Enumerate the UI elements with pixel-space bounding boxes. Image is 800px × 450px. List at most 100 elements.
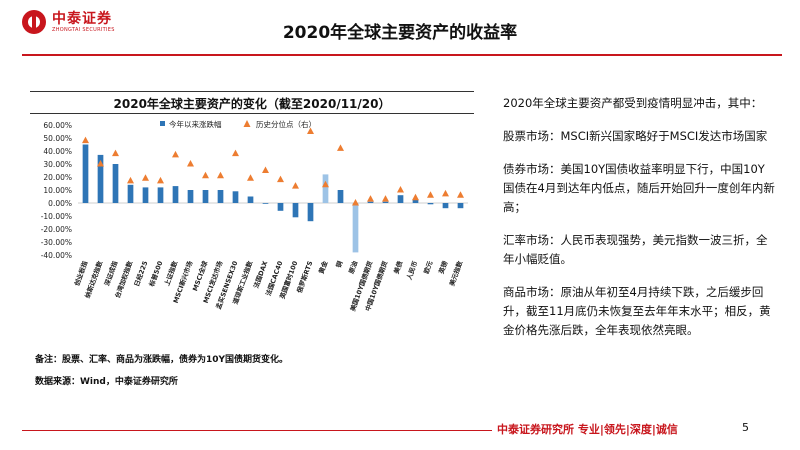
commentary-paragraph: 商品市场：原油从年初至4月持续下跌，之后缓步回升，截至11月底仍未恢复至去年年末… <box>503 285 771 337</box>
legend-point-label: 历史分位点（右） <box>256 119 316 129</box>
bar <box>442 203 449 209</box>
bar <box>292 203 299 218</box>
x-tick-label: 欧元 <box>421 259 434 275</box>
chart-source: 数据来源：Wind，中泰证券研究所 <box>35 377 178 387</box>
y-tick-label: 40.00% <box>43 147 72 156</box>
point-marker <box>277 175 284 183</box>
x-tick-label: 英镑 <box>436 259 449 276</box>
y-tick-label: -30.00% <box>41 238 72 247</box>
y-tick-label: -40.00% <box>41 251 72 260</box>
commentary-paragraph: 2020年全球主要资产都受到疫情明显冲击，其中： <box>503 96 763 110</box>
point-marker <box>322 180 329 188</box>
logo-mark-icon <box>22 10 46 34</box>
point-marker <box>337 144 344 151</box>
legend-bar-swatch <box>160 121 165 126</box>
page-title: 2020年全球主要资产的收益率 <box>282 23 518 43</box>
bar <box>97 154 104 203</box>
x-tick-label: 上证指数 <box>162 259 180 287</box>
bar <box>352 203 359 253</box>
footer-divider <box>22 430 492 431</box>
point-marker <box>157 176 164 184</box>
y-tick-label: 0.00% <box>48 199 72 208</box>
chart-note: 备注：股票、汇率、商品为涨跌幅，债券为10Y国债期货变化。 <box>35 355 289 365</box>
bar <box>217 190 224 203</box>
bar <box>307 203 314 222</box>
point-marker <box>382 195 389 202</box>
bar <box>457 203 464 209</box>
bar <box>232 191 239 203</box>
chart-title: 2020年全球主要资产的变化（截至2020/11/20） <box>113 97 391 111</box>
brand-name-cn: 中泰证券 <box>52 10 112 27</box>
commentary-paragraph: 股票市场：MSCI新兴国家略好于MSCI发达市场国家 <box>503 129 768 143</box>
point-marker <box>112 149 119 157</box>
bar <box>202 190 209 203</box>
footer-brand: 中泰证券研究所 专业|领先|深度|诚信 <box>497 423 678 436</box>
point-marker <box>352 199 359 206</box>
point-marker <box>262 166 269 173</box>
bar <box>112 164 119 203</box>
bar <box>367 201 374 203</box>
point-marker <box>97 160 104 167</box>
x-tick-label: 美债 <box>391 259 404 275</box>
point-marker <box>202 171 209 179</box>
x-tick-label: 人民币 <box>404 259 419 281</box>
commentary-paragraph: 债券市场：美国10Y国债收益率明显下行，中国10Y国债在4月到达年内低点，随后开… <box>503 162 775 214</box>
bar <box>337 190 344 203</box>
y-tick-label: 10.00% <box>43 186 72 195</box>
bar <box>382 201 389 203</box>
y-tick-label: 20.00% <box>43 173 72 182</box>
page-number: 5 <box>742 421 749 434</box>
point-marker <box>127 176 134 184</box>
point-marker <box>442 189 449 197</box>
x-tick-label: 日经225 <box>132 259 150 287</box>
y-tick-label: 60.00% <box>43 121 72 130</box>
point-marker <box>292 182 299 189</box>
bar <box>412 199 419 203</box>
chart-title-rule <box>30 113 474 114</box>
brand-logo: 中泰证券 ZHONGTAI SECURITIES <box>22 10 115 34</box>
bar <box>397 195 404 203</box>
header-divider <box>22 54 782 56</box>
point-marker <box>397 186 404 193</box>
point-marker <box>307 127 314 134</box>
x-tick-label: 原油 <box>346 259 359 275</box>
y-tick-label: -20.00% <box>41 225 72 234</box>
y-tick-label: 50.00% <box>43 134 72 143</box>
x-tick-label: 标普500 <box>146 259 164 288</box>
point-marker <box>187 160 194 167</box>
brand-name-en: ZHONGTAI SECURITIES <box>52 26 115 33</box>
x-tick-label: 美元指数 <box>447 259 465 287</box>
point-marker <box>457 191 464 198</box>
bar <box>82 144 89 203</box>
bar <box>262 203 269 204</box>
bar <box>322 174 329 203</box>
y-tick-label: 30.00% <box>43 160 72 169</box>
bar <box>247 196 254 203</box>
point-marker <box>82 136 89 144</box>
bar <box>142 187 149 203</box>
bar <box>427 203 434 205</box>
bar <box>157 187 164 203</box>
point-marker <box>217 171 224 179</box>
chart-top-rule <box>30 91 474 92</box>
bar <box>187 190 194 203</box>
point-marker <box>142 174 149 181</box>
bar <box>172 186 179 203</box>
commentary-panel: 2020年全球主要资产都受到疫情明显冲击，其中： 股票市场：MSCI新兴国家略好… <box>503 94 775 354</box>
commentary-paragraph: 汇率市场：人民币表现强势，美元指数一波三折，全年小幅贬值。 <box>503 233 768 266</box>
point-marker <box>247 174 254 181</box>
legend-bar-label: 今年以来涨跌幅 <box>169 119 222 129</box>
point-marker <box>172 150 179 158</box>
point-marker <box>232 149 239 157</box>
x-tick-label: 法国DAX <box>251 260 269 290</box>
point-marker <box>367 195 374 202</box>
x-tick-label: 黄金 <box>316 259 329 275</box>
x-tick-label: 创业板指 <box>72 259 90 288</box>
bar <box>277 203 284 211</box>
x-tick-label: 深证成指 <box>102 259 120 287</box>
bar <box>127 184 134 203</box>
point-marker <box>412 193 419 201</box>
legend-point-swatch <box>243 120 251 127</box>
point-marker <box>427 191 434 198</box>
